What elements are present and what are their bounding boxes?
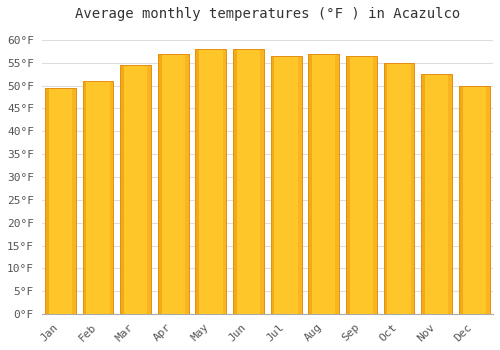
Title: Average monthly temperatures (°F ) in Acazulco: Average monthly temperatures (°F ) in Ac…: [74, 7, 460, 21]
Bar: [270, 56, 302, 314]
Bar: [120, 65, 124, 314]
Bar: [110, 81, 114, 314]
Bar: [410, 63, 414, 314]
Bar: [233, 49, 264, 314]
Bar: [346, 56, 350, 314]
Bar: [384, 63, 388, 314]
Bar: [373, 56, 377, 314]
Bar: [336, 54, 339, 314]
Bar: [148, 65, 151, 314]
Bar: [459, 86, 462, 314]
Bar: [384, 63, 414, 314]
Bar: [196, 49, 199, 314]
Bar: [233, 49, 237, 314]
Bar: [222, 49, 226, 314]
Bar: [459, 86, 490, 314]
Bar: [308, 54, 312, 314]
Bar: [45, 88, 48, 314]
Bar: [448, 74, 452, 314]
Bar: [185, 54, 188, 314]
Bar: [346, 56, 377, 314]
Bar: [421, 74, 425, 314]
Bar: [158, 54, 188, 314]
Bar: [260, 49, 264, 314]
Bar: [120, 65, 151, 314]
Bar: [298, 56, 302, 314]
Bar: [270, 56, 274, 314]
Bar: [82, 81, 114, 314]
Bar: [82, 81, 86, 314]
Bar: [158, 54, 162, 314]
Bar: [45, 88, 76, 314]
Bar: [486, 86, 490, 314]
Bar: [72, 88, 76, 314]
Bar: [196, 49, 226, 314]
Bar: [308, 54, 339, 314]
Bar: [421, 74, 452, 314]
